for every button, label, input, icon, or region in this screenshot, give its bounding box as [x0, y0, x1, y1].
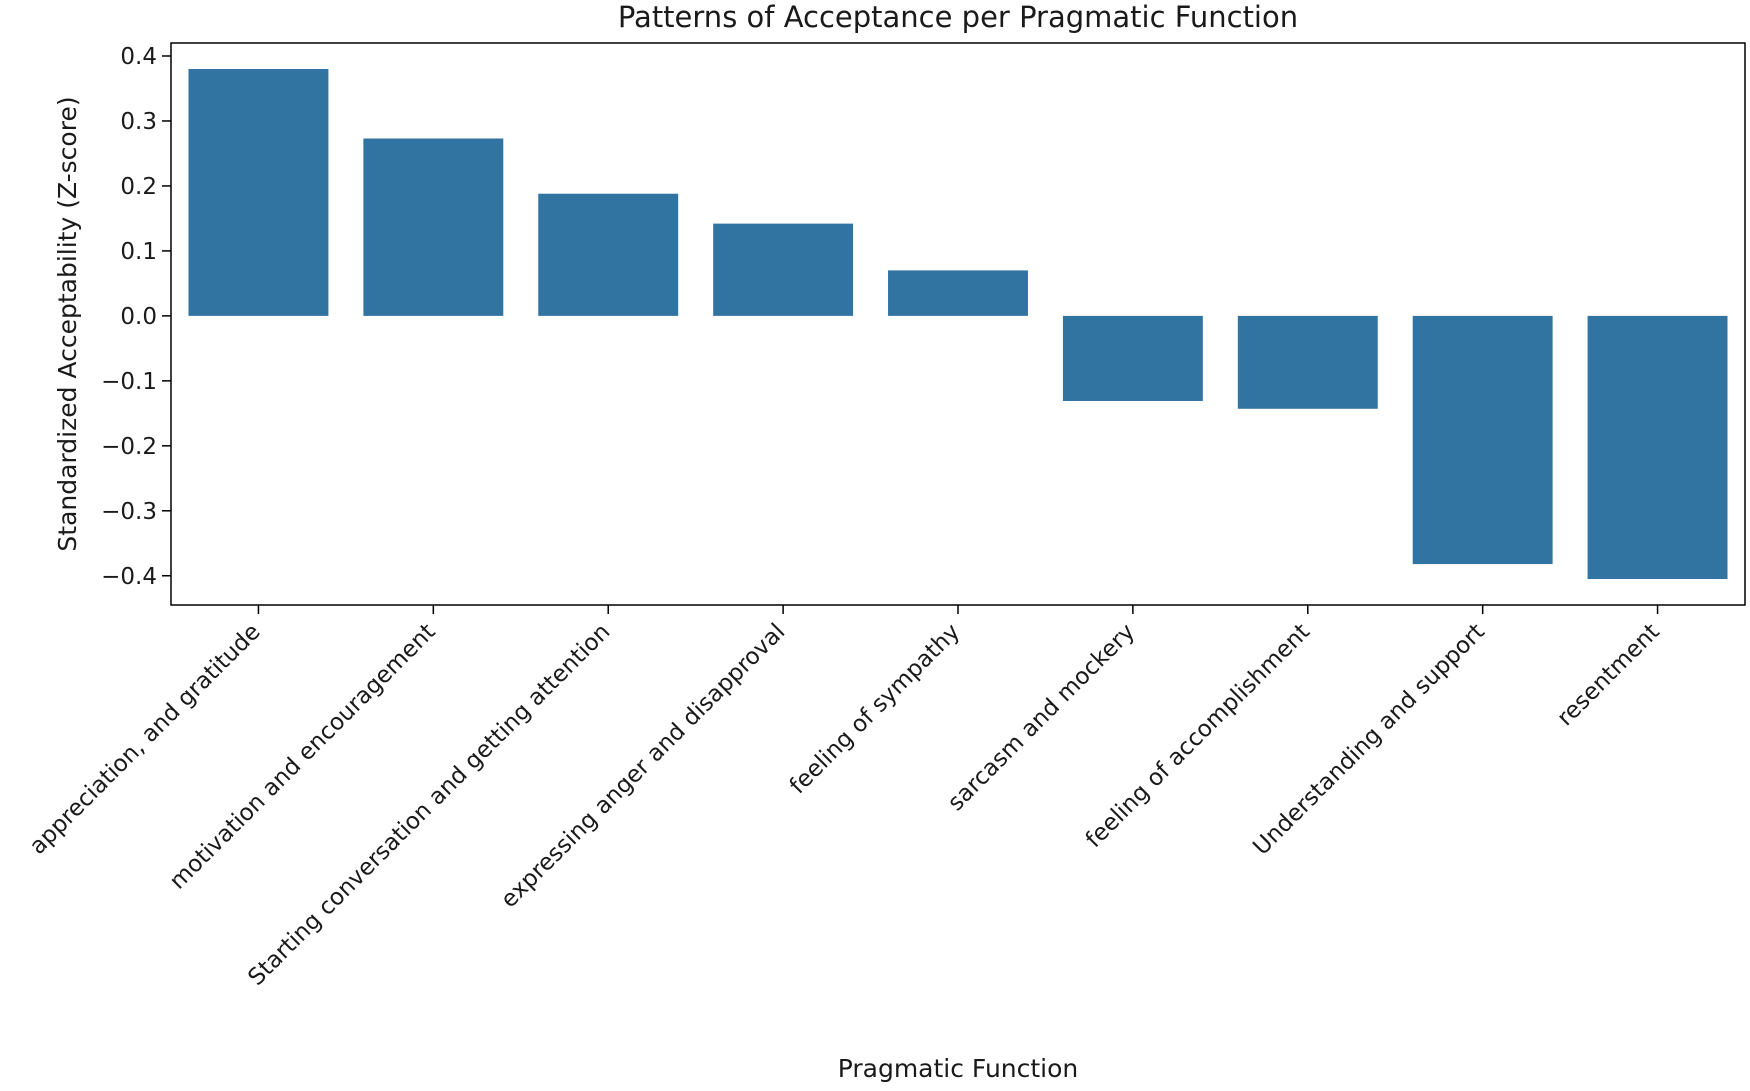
x-axis-label: Pragmatic Function [838, 1054, 1079, 1083]
x-tick-label: Starting conversation and getting attent… [243, 619, 615, 991]
y-tick-label: 0.1 [120, 239, 157, 265]
bar-6 [1237, 315, 1378, 409]
x-tick-label: expressing anger and disapproval [496, 619, 790, 913]
bar-4 [888, 270, 1028, 316]
y-tick-label: 0.4 [120, 44, 157, 70]
bar-8 [1587, 315, 1728, 580]
y-tick-label: −0.2 [101, 434, 157, 460]
bars-layer [188, 68, 1728, 580]
y-tick-label: −0.4 [101, 564, 157, 590]
y-axis: 0.4 0.3 0.2 0.1 0.0 −0.1 −0.2 −0.3 −0.4 [101, 44, 171, 590]
y-tick-label: −0.1 [101, 369, 157, 395]
y-tick-label: 0.3 [120, 109, 157, 135]
x-tick-label: feeling of sympathy [785, 619, 965, 799]
chart-title: Patterns of Acceptance per Pragmatic Fun… [618, 0, 1298, 34]
bar-5 [1062, 315, 1203, 401]
plot-frame [170, 42, 1746, 606]
y-axis-label: Standardized Acceptability (Z-score) [53, 96, 82, 551]
x-tick-label: sarcasm and mockery [943, 619, 1140, 816]
bar-1 [363, 138, 504, 316]
x-tick-label: resentment [1552, 619, 1664, 731]
bar-2 [538, 193, 679, 316]
y-tick-label: −0.3 [101, 499, 157, 525]
y-tick-label: 0.2 [120, 174, 157, 200]
bar-7 [1412, 315, 1553, 565]
bar-3 [713, 223, 854, 316]
bar-0 [188, 68, 329, 316]
y-tick-label: 0.0 [120, 304, 157, 330]
